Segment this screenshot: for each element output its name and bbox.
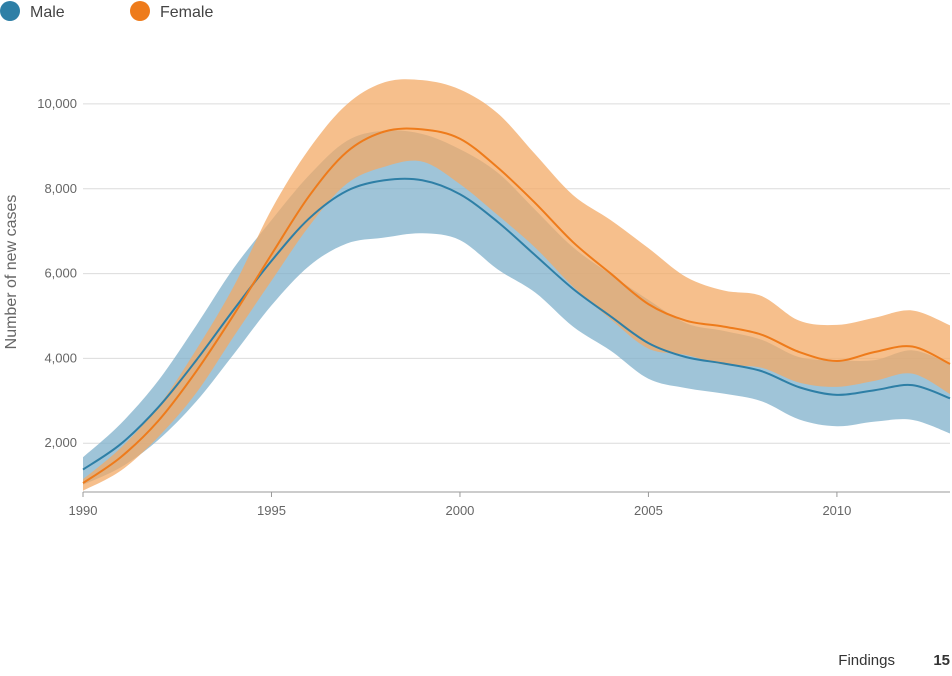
y-tick-label: 8,000 <box>44 181 77 196</box>
y-tick-label: 2,000 <box>44 435 77 450</box>
y-tick-label: 4,000 <box>44 350 77 365</box>
y-tick-label: 10,000 <box>37 96 77 111</box>
band-female <box>83 79 950 491</box>
legend-swatch-male <box>0 1 20 21</box>
x-tick-label: 1990 <box>69 503 98 518</box>
x-tick-label: 1995 <box>257 503 286 518</box>
footer-section-label: Findings <box>838 652 895 669</box>
page-number: 15 <box>933 652 950 669</box>
confidence-bands <box>83 79 950 491</box>
x-tick-label: 2000 <box>445 503 474 518</box>
x-tick-label: 2005 <box>634 503 663 518</box>
y-tick-label: 6,000 <box>44 266 77 281</box>
y-axis-title: Number of new cases <box>3 195 20 350</box>
series-lines <box>82 127 951 484</box>
legend: Male Female <box>0 1 213 21</box>
line-male <box>82 177 951 471</box>
line-female <box>82 127 951 484</box>
legend-label-male: Male <box>30 4 65 21</box>
legend-swatch-female <box>130 1 150 21</box>
legend-label-female: Female <box>160 4 213 21</box>
axes: 2,000 4,000 6,000 8,000 10,000 1990 1995 2000 20… <box>37 96 950 518</box>
x-tick-label: 2010 <box>822 503 851 518</box>
